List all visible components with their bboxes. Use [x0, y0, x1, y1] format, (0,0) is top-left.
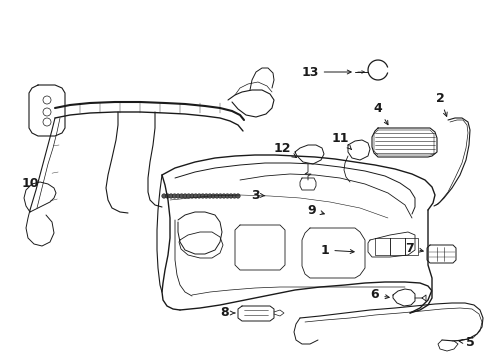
Text: 2: 2 [435, 91, 446, 116]
Circle shape [228, 194, 233, 198]
Circle shape [193, 194, 198, 198]
Text: 12: 12 [273, 141, 296, 157]
Text: 5: 5 [458, 336, 473, 348]
Circle shape [207, 194, 212, 198]
Circle shape [218, 194, 222, 198]
Circle shape [176, 194, 180, 198]
Circle shape [221, 194, 225, 198]
Circle shape [168, 194, 173, 198]
Text: 4: 4 [373, 102, 387, 125]
Circle shape [232, 194, 236, 198]
Circle shape [190, 194, 194, 198]
Circle shape [235, 194, 240, 198]
Circle shape [203, 194, 208, 198]
Circle shape [186, 194, 190, 198]
Text: 9: 9 [307, 203, 324, 216]
Circle shape [179, 194, 183, 198]
Text: 1: 1 [320, 243, 353, 256]
Text: 6: 6 [370, 288, 388, 302]
Text: 13: 13 [301, 66, 350, 78]
Circle shape [165, 194, 169, 198]
Circle shape [172, 194, 176, 198]
Text: 7: 7 [405, 242, 423, 255]
Text: 10: 10 [21, 176, 39, 189]
Circle shape [214, 194, 219, 198]
Circle shape [162, 194, 166, 198]
Circle shape [183, 194, 187, 198]
Circle shape [211, 194, 215, 198]
Circle shape [225, 194, 229, 198]
Text: 3: 3 [250, 189, 264, 202]
Circle shape [197, 194, 201, 198]
Circle shape [200, 194, 204, 198]
Text: 11: 11 [330, 131, 351, 149]
Text: 8: 8 [220, 306, 234, 320]
